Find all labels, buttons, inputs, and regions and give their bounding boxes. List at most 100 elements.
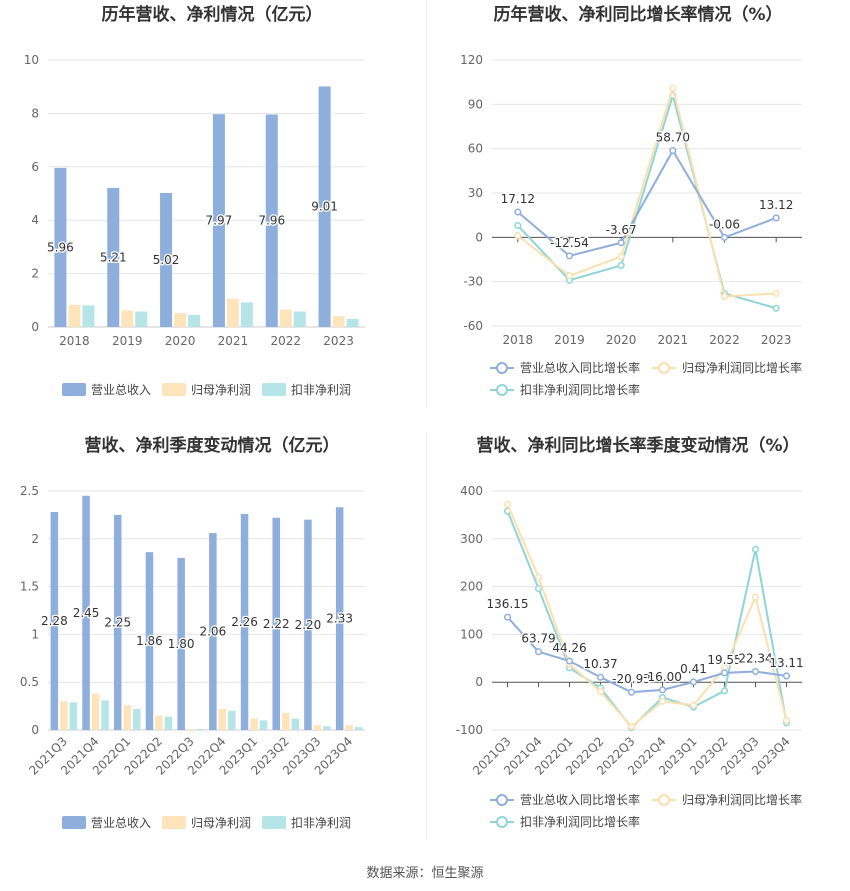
y-tick-label: -30 [463,275,483,289]
legend-label: 扣非净利润 [291,383,351,397]
series-point [534,584,543,593]
bar-value-label: 5.21 [100,250,127,264]
data-source: 数据来源：恒生聚源 [366,866,484,881]
bar [82,305,95,327]
line-value-label: 58.70 [656,131,690,145]
bar [265,114,278,327]
series-point [772,214,780,222]
legend-label: 归母净利润 [191,383,251,397]
series-point [669,84,677,92]
annual-line-chart: 历年营收、净利同比增长率情况（%） 120 90 60 30 0 -30 -60 2018 201… [460,4,802,397]
bar-value-label: 9.01 [311,200,338,214]
bar [54,167,67,327]
series-point [689,678,698,686]
series-point [534,573,543,581]
x-tick-label: 2023 [323,334,354,348]
series-point [658,697,667,705]
bar-value-label: 7.96 [258,214,285,228]
legend-label: 营业总收入同比增长率 [520,792,640,807]
series-point [565,657,574,665]
chart-title: 营收、净利季度变动情况（亿元） [85,435,340,456]
bar [114,514,122,730]
line-value-label: -20.93 [612,672,651,686]
y-tick-label: 90 [468,97,483,111]
line-value-label: 22.34 [738,652,772,666]
line-value-label: -12.54 [550,236,589,250]
x-tick-label: 2023 [761,333,792,347]
legend-label: 扣非净利润同比增长率 [520,382,640,397]
bar-value-label: 2.28 [41,614,68,628]
bar-value-label: 7.97 [206,214,233,228]
legend-swatch [62,816,86,829]
x-tick-label: 2021 [658,333,689,347]
y-tick-label: 100 [460,627,483,641]
legend-label: 归母净利润同比增长率 [682,792,802,807]
series-point [772,289,780,298]
y-tick-label: 30 [468,186,483,200]
series-point [627,723,636,731]
series-point [565,252,574,260]
legend-label: 营业总收入同比增长率 [520,360,640,375]
legend-swatch [262,816,286,829]
legend-label: 归母净利润同比增长率 [682,360,802,375]
x-tick-label: 2021 [218,334,249,348]
y-tick-label: 300 [460,532,483,546]
line-value-label: 17.12 [501,192,535,206]
bar [318,86,331,327]
series-point [503,500,512,508]
bar [279,309,292,327]
line-value-label: 10.37 [583,657,617,671]
legend-label: 归母净利润 [191,816,251,830]
y-tick-label: 2 [31,267,39,281]
line-value-label: 44.26 [552,641,586,655]
line-value-label: 0.41 [680,662,707,676]
legend-marker [496,794,508,806]
y-tick-label: 1 [31,627,39,641]
bar [188,314,201,327]
y-tick-label: 1.5 [20,580,39,594]
bar-value-label: 5.96 [47,240,74,254]
bar-value-label: 2.25 [104,615,131,629]
series-point [689,701,698,709]
bar-value-label: 1.80 [168,637,195,651]
legend-marker [496,362,508,374]
legend-marker [496,816,508,828]
bar [155,715,163,730]
bar [272,517,280,730]
bar [91,693,100,730]
legend-swatch [262,383,286,396]
series-line [506,616,787,694]
legend: 营业总收入 归母净利润 扣非净利润 [62,816,351,830]
series-point [596,688,605,696]
bar [335,507,344,730]
bar [345,725,353,730]
line-value-label: 63.79 [521,632,555,646]
y-tick-label: 2.5 [20,484,39,498]
legend-swatch [162,816,186,829]
legend-swatch [162,383,186,396]
series-point [503,613,512,621]
bar [282,712,290,730]
series-point [596,673,605,681]
y-tick-label: 0 [475,675,483,689]
x-tick-label: 2018 [59,334,90,348]
y-tick-label: 0.5 [20,675,39,689]
bar-value-label: 2.22 [263,617,290,631]
series-line [517,91,777,310]
bar [50,512,59,730]
bar [121,310,134,327]
series-point [658,686,667,694]
bar-value-label: 2.20 [295,618,322,632]
bar [145,552,154,730]
bar [186,729,195,730]
series-point [534,648,543,656]
bar [177,557,185,730]
line-value-label: 19.55 [707,653,741,667]
series-point [720,669,729,677]
series-point [617,261,625,269]
series-point [617,239,625,247]
bar-value-label: 2.45 [73,606,100,620]
x-tick-label: 2020 [606,333,637,347]
series-point [565,272,574,280]
